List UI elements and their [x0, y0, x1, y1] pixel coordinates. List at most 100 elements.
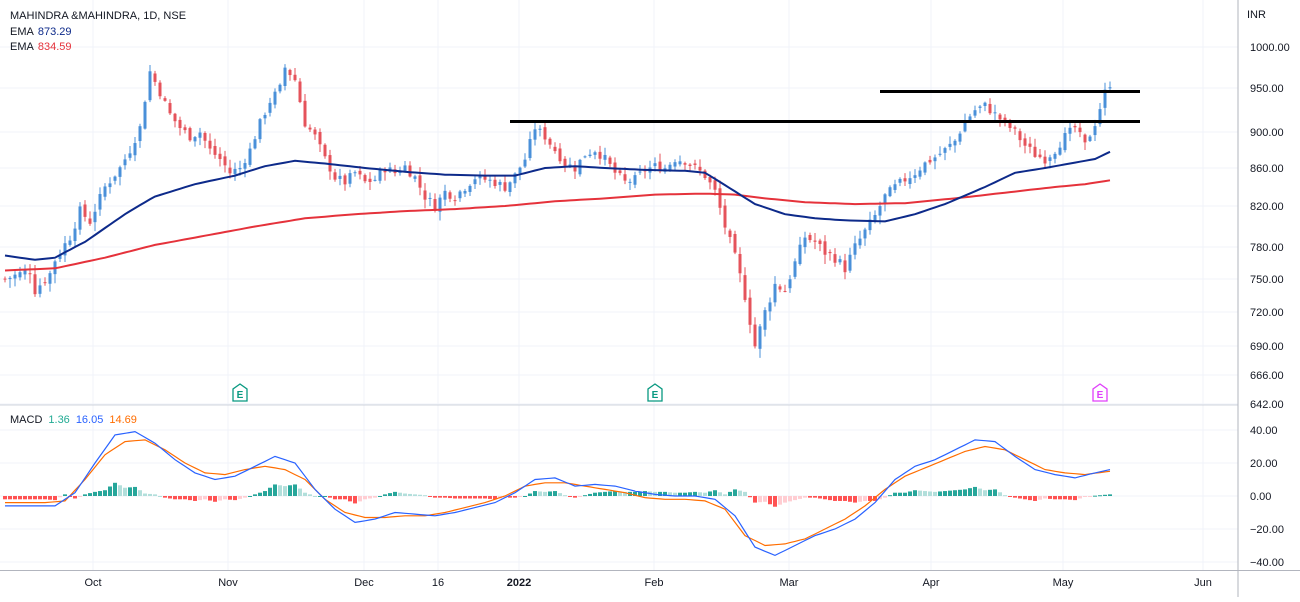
macd-histogram-bar — [408, 493, 412, 496]
macd-histogram-bar — [603, 491, 607, 496]
candle — [1093, 119, 1097, 141]
candle-body — [253, 139, 257, 149]
macd-histogram-bar — [798, 496, 802, 499]
macd-histogram-bar — [898, 492, 902, 496]
candle — [318, 128, 322, 152]
macd-histogram-bar — [123, 487, 127, 496]
candle-body — [243, 163, 247, 169]
candle-body — [558, 148, 562, 162]
candle-body — [518, 167, 522, 174]
candle-body — [918, 170, 922, 177]
macd-histogram-bar — [938, 491, 942, 496]
candle-body — [98, 194, 102, 210]
candle-body — [13, 274, 17, 279]
candle — [943, 146, 947, 161]
candle-body — [628, 181, 632, 183]
macd-histogram-bar — [988, 489, 992, 496]
candle-body — [418, 175, 422, 188]
candle-body — [458, 191, 462, 199]
candle — [1043, 150, 1047, 169]
candle-body — [758, 326, 762, 349]
candle — [718, 180, 722, 215]
macd-histogram-bar — [148, 493, 152, 496]
price-tick-label: 666.00 — [1250, 370, 1284, 382]
candle — [73, 221, 77, 248]
candle — [68, 235, 72, 247]
candle-body — [568, 164, 572, 167]
macd-histogram-bar — [608, 491, 612, 496]
macd-histogram-bar — [833, 496, 837, 501]
macd-histogram-bar — [748, 496, 752, 498]
candle — [118, 165, 122, 186]
candle — [458, 189, 462, 202]
candle — [193, 135, 197, 147]
candle — [338, 168, 342, 186]
candle — [1088, 134, 1092, 142]
ema-fast-legend[interactable]: EMA 873.29 — [10, 26, 72, 39]
candle-body — [843, 260, 847, 273]
candle — [363, 173, 367, 184]
candle-body — [338, 175, 342, 179]
candle-body — [953, 140, 957, 146]
macd-histogram-bar — [3, 496, 7, 500]
candle — [673, 159, 677, 172]
candle-body — [718, 188, 722, 208]
ema-slow-legend[interactable]: EMA 834.59 — [10, 41, 72, 54]
macd-histogram-bar — [968, 488, 972, 496]
candle — [418, 167, 422, 196]
macd-histogram-bar — [828, 496, 832, 501]
candle — [958, 131, 962, 145]
candle-body — [83, 204, 87, 217]
candle-body — [513, 173, 517, 184]
candle — [148, 64, 152, 103]
candle — [928, 155, 932, 165]
macd-histogram-bar — [223, 496, 227, 500]
candle-body — [598, 151, 602, 159]
candle-body — [63, 243, 67, 256]
macd-histogram-bar — [663, 491, 667, 496]
macd-line-value: 16.05 — [75, 414, 104, 426]
candle — [808, 232, 812, 243]
candle-body — [1078, 127, 1082, 133]
candle — [228, 159, 232, 179]
earnings-marker-icon — [232, 383, 248, 402]
candle — [1063, 127, 1067, 153]
candle — [603, 147, 607, 166]
candle-body — [593, 152, 597, 155]
macd-histogram-bar — [873, 496, 877, 501]
macd-histogram-bar — [83, 494, 87, 496]
macd-histogram-bar — [388, 493, 392, 496]
macd-histogram-bar — [218, 496, 222, 501]
earnings-marker-label: E — [1097, 390, 1104, 401]
macd-histogram-bar — [533, 491, 537, 496]
macd-histogram-bar — [443, 496, 447, 498]
candle — [868, 211, 872, 235]
macd-histogram-bar — [783, 496, 787, 503]
candle-body — [863, 229, 867, 239]
macd-histogram-bar — [548, 491, 552, 496]
macd-legend[interactable]: MACD 1.36 16.05 14.69 — [10, 414, 137, 427]
candle-body — [448, 192, 452, 199]
macd-histogram-bar — [168, 496, 172, 499]
macd-histogram-bar — [238, 496, 242, 499]
candle-body — [293, 74, 297, 81]
macd-histogram-bar — [303, 492, 307, 496]
price-tick-label: 690.00 — [1250, 341, 1284, 353]
candle — [688, 163, 692, 172]
candle — [783, 284, 787, 293]
candle-body — [788, 279, 792, 289]
macd-histogram-bar — [883, 496, 887, 498]
macd-histogram-value: 1.36 — [48, 414, 70, 426]
earnings-marker: E — [232, 383, 248, 402]
candle — [303, 93, 307, 128]
candle — [598, 145, 602, 165]
macd-histogram-bar — [633, 491, 637, 496]
candle-body — [373, 179, 377, 181]
candle — [693, 159, 697, 170]
price-tick-label: 720.00 — [1250, 307, 1284, 319]
candle — [88, 211, 92, 226]
candle — [368, 172, 372, 190]
candle — [178, 116, 182, 136]
